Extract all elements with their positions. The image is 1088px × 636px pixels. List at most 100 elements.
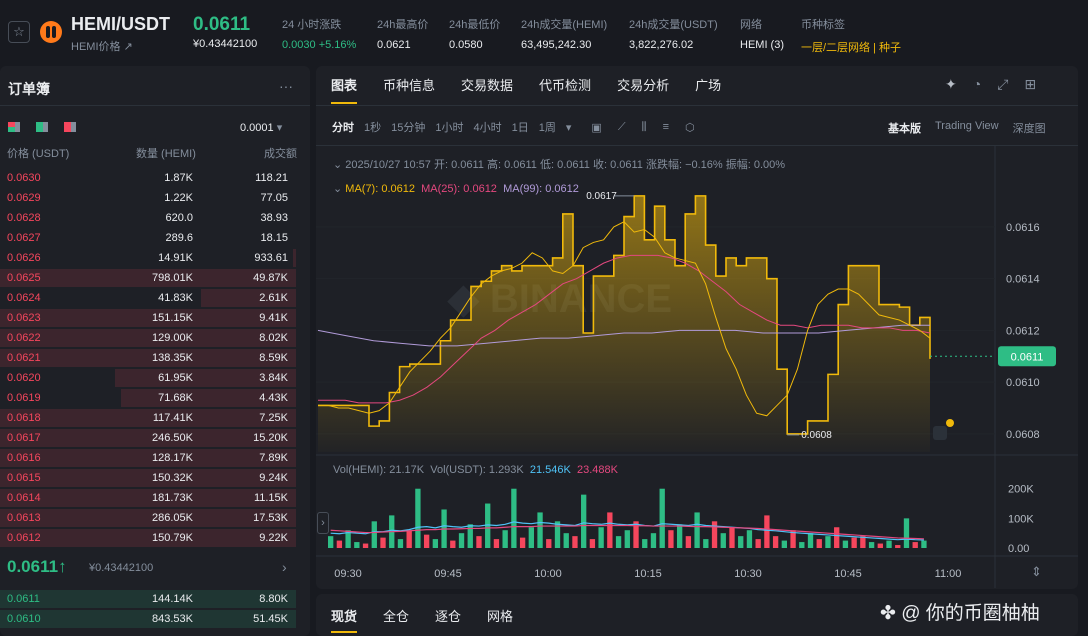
- ask-row[interactable]: 0.0617 246.50K 15.20K: [0, 428, 304, 448]
- stat-24h-volume-quote: 24h成交量(USDT) 3,822,276.02: [629, 19, 718, 51]
- interval-4h[interactable]: 4小时: [473, 122, 502, 134]
- ask-row[interactable]: 0.0625 798.01K 49.87K: [0, 268, 304, 288]
- indicator-icon[interactable]: ⟋: [617, 120, 626, 133]
- view-tradingview[interactable]: Trading View: [935, 120, 999, 132]
- ask-price: 0.0628: [7, 212, 41, 224]
- divider: [316, 145, 1078, 146]
- tab-cross[interactable]: 全仓: [383, 609, 410, 624]
- ask-row[interactable]: 0.0626 14.91K 933.61: [0, 248, 304, 268]
- precision-select[interactable]: 0.0001 ▾: [240, 122, 283, 134]
- ask-quantity: 117.41K: [152, 412, 193, 424]
- ask-row[interactable]: 0.0618 117.41K 7.25K: [0, 408, 304, 428]
- expand-icon[interactable]: ⤢: [997, 76, 1009, 92]
- tab-trade-analysis[interactable]: 交易分析: [617, 78, 670, 93]
- tab-chart[interactable]: 图表: [331, 75, 358, 104]
- ask-row[interactable]: 0.0629 1.22K 77.05: [0, 188, 304, 208]
- ask-quantity: 1.87K: [164, 172, 193, 184]
- interval-time[interactable]: 分时: [332, 122, 354, 134]
- hexagon-icon[interactable]: ⬡: [685, 121, 695, 134]
- interval-1s[interactable]: 1秒: [364, 122, 382, 134]
- chevron-right-icon[interactable]: ›: [282, 559, 287, 575]
- ask-total: 933.61: [254, 252, 288, 264]
- ask-depth-bar: [0, 349, 296, 367]
- axis-scale-icon[interactable]: ⇕: [1031, 564, 1042, 579]
- orderbook-asks-icon[interactable]: [64, 122, 76, 132]
- ma-legend: ⌄ MA(7): 0.0612 MA(25): 0.0612 MA(99): 0…: [333, 183, 579, 195]
- ask-depth-bar: [0, 469, 296, 487]
- last-price-cny: ¥0.43442100: [193, 38, 258, 50]
- ask-row[interactable]: 0.0624 41.83K 2.61K: [0, 288, 304, 308]
- tab-trading-data[interactable]: 交易数据: [461, 78, 514, 93]
- collapse-icon[interactable]: ⌄: [333, 159, 346, 171]
- ask-quantity: 71.68K: [158, 392, 193, 404]
- ask-quantity: 798.01K: [152, 272, 193, 284]
- ask-price: 0.0629: [7, 192, 41, 204]
- last-price: 0.0611: [193, 14, 251, 35]
- ask-depth-bar: [0, 429, 296, 447]
- grid-icon[interactable]: ⊞: [1024, 76, 1037, 92]
- ask-quantity: 129.00K: [152, 332, 193, 344]
- ask-depth-bar: [0, 329, 296, 347]
- chevron-down-icon[interactable]: ▾: [565, 121, 572, 134]
- ask-row[interactable]: 0.0612 150.79K 9.22K: [0, 528, 304, 548]
- interval-1w[interactable]: 1周: [538, 122, 556, 134]
- tab-token-check[interactable]: 代币检测: [539, 78, 592, 93]
- ask-row[interactable]: 0.0616 128.17K 7.89K: [0, 448, 304, 468]
- ask-row[interactable]: 0.0627 289.6 18.15: [0, 228, 304, 248]
- chevron-right-icon[interactable]: ›: [317, 512, 329, 534]
- mid-price: 0.0611↑: [7, 557, 67, 576]
- bid-row[interactable]: 0.0611 144.14K 8.80K: [0, 589, 304, 609]
- pair-title[interactable]: HEMI/USDT: [71, 14, 170, 34]
- tab-grid[interactable]: 网格: [487, 609, 514, 624]
- view-depth[interactable]: 深度图: [1012, 123, 1046, 135]
- tab-isolated[interactable]: 逐仓: [435, 609, 462, 624]
- more-icon[interactable]: ···: [279, 78, 293, 94]
- orderbook-bids-icon[interactable]: [36, 122, 48, 132]
- tab-square[interactable]: 广场: [695, 78, 722, 93]
- ask-row[interactable]: 0.0623 151.15K 9.41K: [0, 308, 304, 328]
- interval-1h[interactable]: 1小时: [435, 122, 464, 134]
- ask-row[interactable]: 0.0615 150.32K 9.24K: [0, 468, 304, 488]
- interval-1d[interactable]: 1日: [511, 122, 529, 134]
- sparkle-icon[interactable]: ✦: [945, 76, 957, 92]
- bid-row[interactable]: 0.0610 843.53K 51.45K: [0, 609, 304, 629]
- ask-row[interactable]: 0.0613 286.05K 17.53K: [0, 508, 304, 528]
- ask-price: 0.0623: [7, 312, 41, 324]
- ask-depth-bar: [293, 249, 296, 267]
- divider: [0, 105, 310, 106]
- settings-sliders-icon[interactable]: ≡: [662, 121, 669, 133]
- ask-row[interactable]: 0.0621 138.35K 8.59K: [0, 348, 304, 368]
- stat-network[interactable]: 网络 HEMI (3): [740, 19, 784, 51]
- bell-icon[interactable]: ◔: [972, 76, 982, 92]
- ask-price: 0.0624: [7, 292, 41, 304]
- ask-total: 2.61K: [259, 292, 288, 304]
- collapse-icon[interactable]: ⌄: [333, 183, 346, 195]
- interval-15m[interactable]: 15分钟: [391, 122, 426, 134]
- ask-row[interactable]: 0.0614 181.73K 11.15K: [0, 488, 304, 508]
- ask-quantity: 150.32K: [152, 472, 193, 484]
- orderbook-both-icon[interactable]: [8, 122, 20, 132]
- ask-price: 0.0613: [7, 512, 41, 524]
- tab-spot[interactable]: 现货: [331, 606, 358, 633]
- ask-depth-bar: [0, 529, 296, 547]
- hemi-logo-icon: [40, 21, 62, 43]
- tab-token-info[interactable]: 币种信息: [383, 78, 436, 93]
- ask-price: 0.0625: [7, 272, 41, 284]
- ask-row[interactable]: 0.0628 620.0 38.93: [0, 208, 304, 228]
- pair-price-link[interactable]: HEMI价格 ↗: [71, 41, 133, 53]
- ask-row[interactable]: 0.0620 61.95K 3.84K: [0, 368, 304, 388]
- ask-price: 0.0612: [7, 532, 41, 544]
- orderbook-title: 订单簿: [8, 81, 50, 97]
- chart-tools: ✦ ◔ ⤢ ⊞: [945, 76, 1036, 93]
- ask-price: 0.0630: [7, 172, 41, 184]
- candle-icon[interactable]: ⫼: [641, 120, 647, 133]
- calendar-icon[interactable]: ▣: [591, 121, 602, 134]
- ask-row[interactable]: 0.0619 71.68K 4.43K: [0, 388, 304, 408]
- ask-row[interactable]: 0.0630 1.87K 118.21: [0, 168, 304, 188]
- ask-quantity: 1.22K: [164, 192, 193, 204]
- ask-row[interactable]: 0.0622 129.00K 8.02K: [0, 328, 304, 348]
- stat-token-tags[interactable]: 币种标签 一层/二层网络 | 种子: [801, 19, 902, 54]
- view-basic[interactable]: 基本版: [888, 123, 921, 135]
- chevron-down-icon: ▾: [276, 122, 283, 134]
- favorite-star-icon[interactable]: ☆: [8, 21, 30, 43]
